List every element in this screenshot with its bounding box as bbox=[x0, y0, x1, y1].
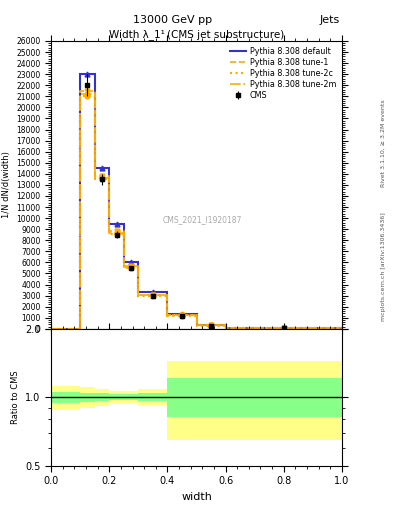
Text: Rivet 3.1.10, ≥ 3.2M events: Rivet 3.1.10, ≥ 3.2M events bbox=[381, 99, 386, 187]
Y-axis label: Ratio to CMS: Ratio to CMS bbox=[11, 371, 20, 424]
Text: CMS_2021_I1920187: CMS_2021_I1920187 bbox=[163, 215, 242, 224]
Text: Jets: Jets bbox=[320, 15, 340, 25]
Text: 13000 GeV pp: 13000 GeV pp bbox=[133, 15, 213, 25]
Title: Width λ_1¹ (CMS jet substructure): Width λ_1¹ (CMS jet substructure) bbox=[109, 29, 284, 40]
Y-axis label: 1/N dN/d(width): 1/N dN/d(width) bbox=[2, 152, 11, 218]
Text: mcplots.cern.ch [arXiv:1306.3436]: mcplots.cern.ch [arXiv:1306.3436] bbox=[381, 212, 386, 321]
Legend: Pythia 8.308 default, Pythia 8.308 tune-1, Pythia 8.308 tune-2c, Pythia 8.308 tu: Pythia 8.308 default, Pythia 8.308 tune-… bbox=[228, 45, 338, 101]
X-axis label: width: width bbox=[181, 492, 212, 502]
